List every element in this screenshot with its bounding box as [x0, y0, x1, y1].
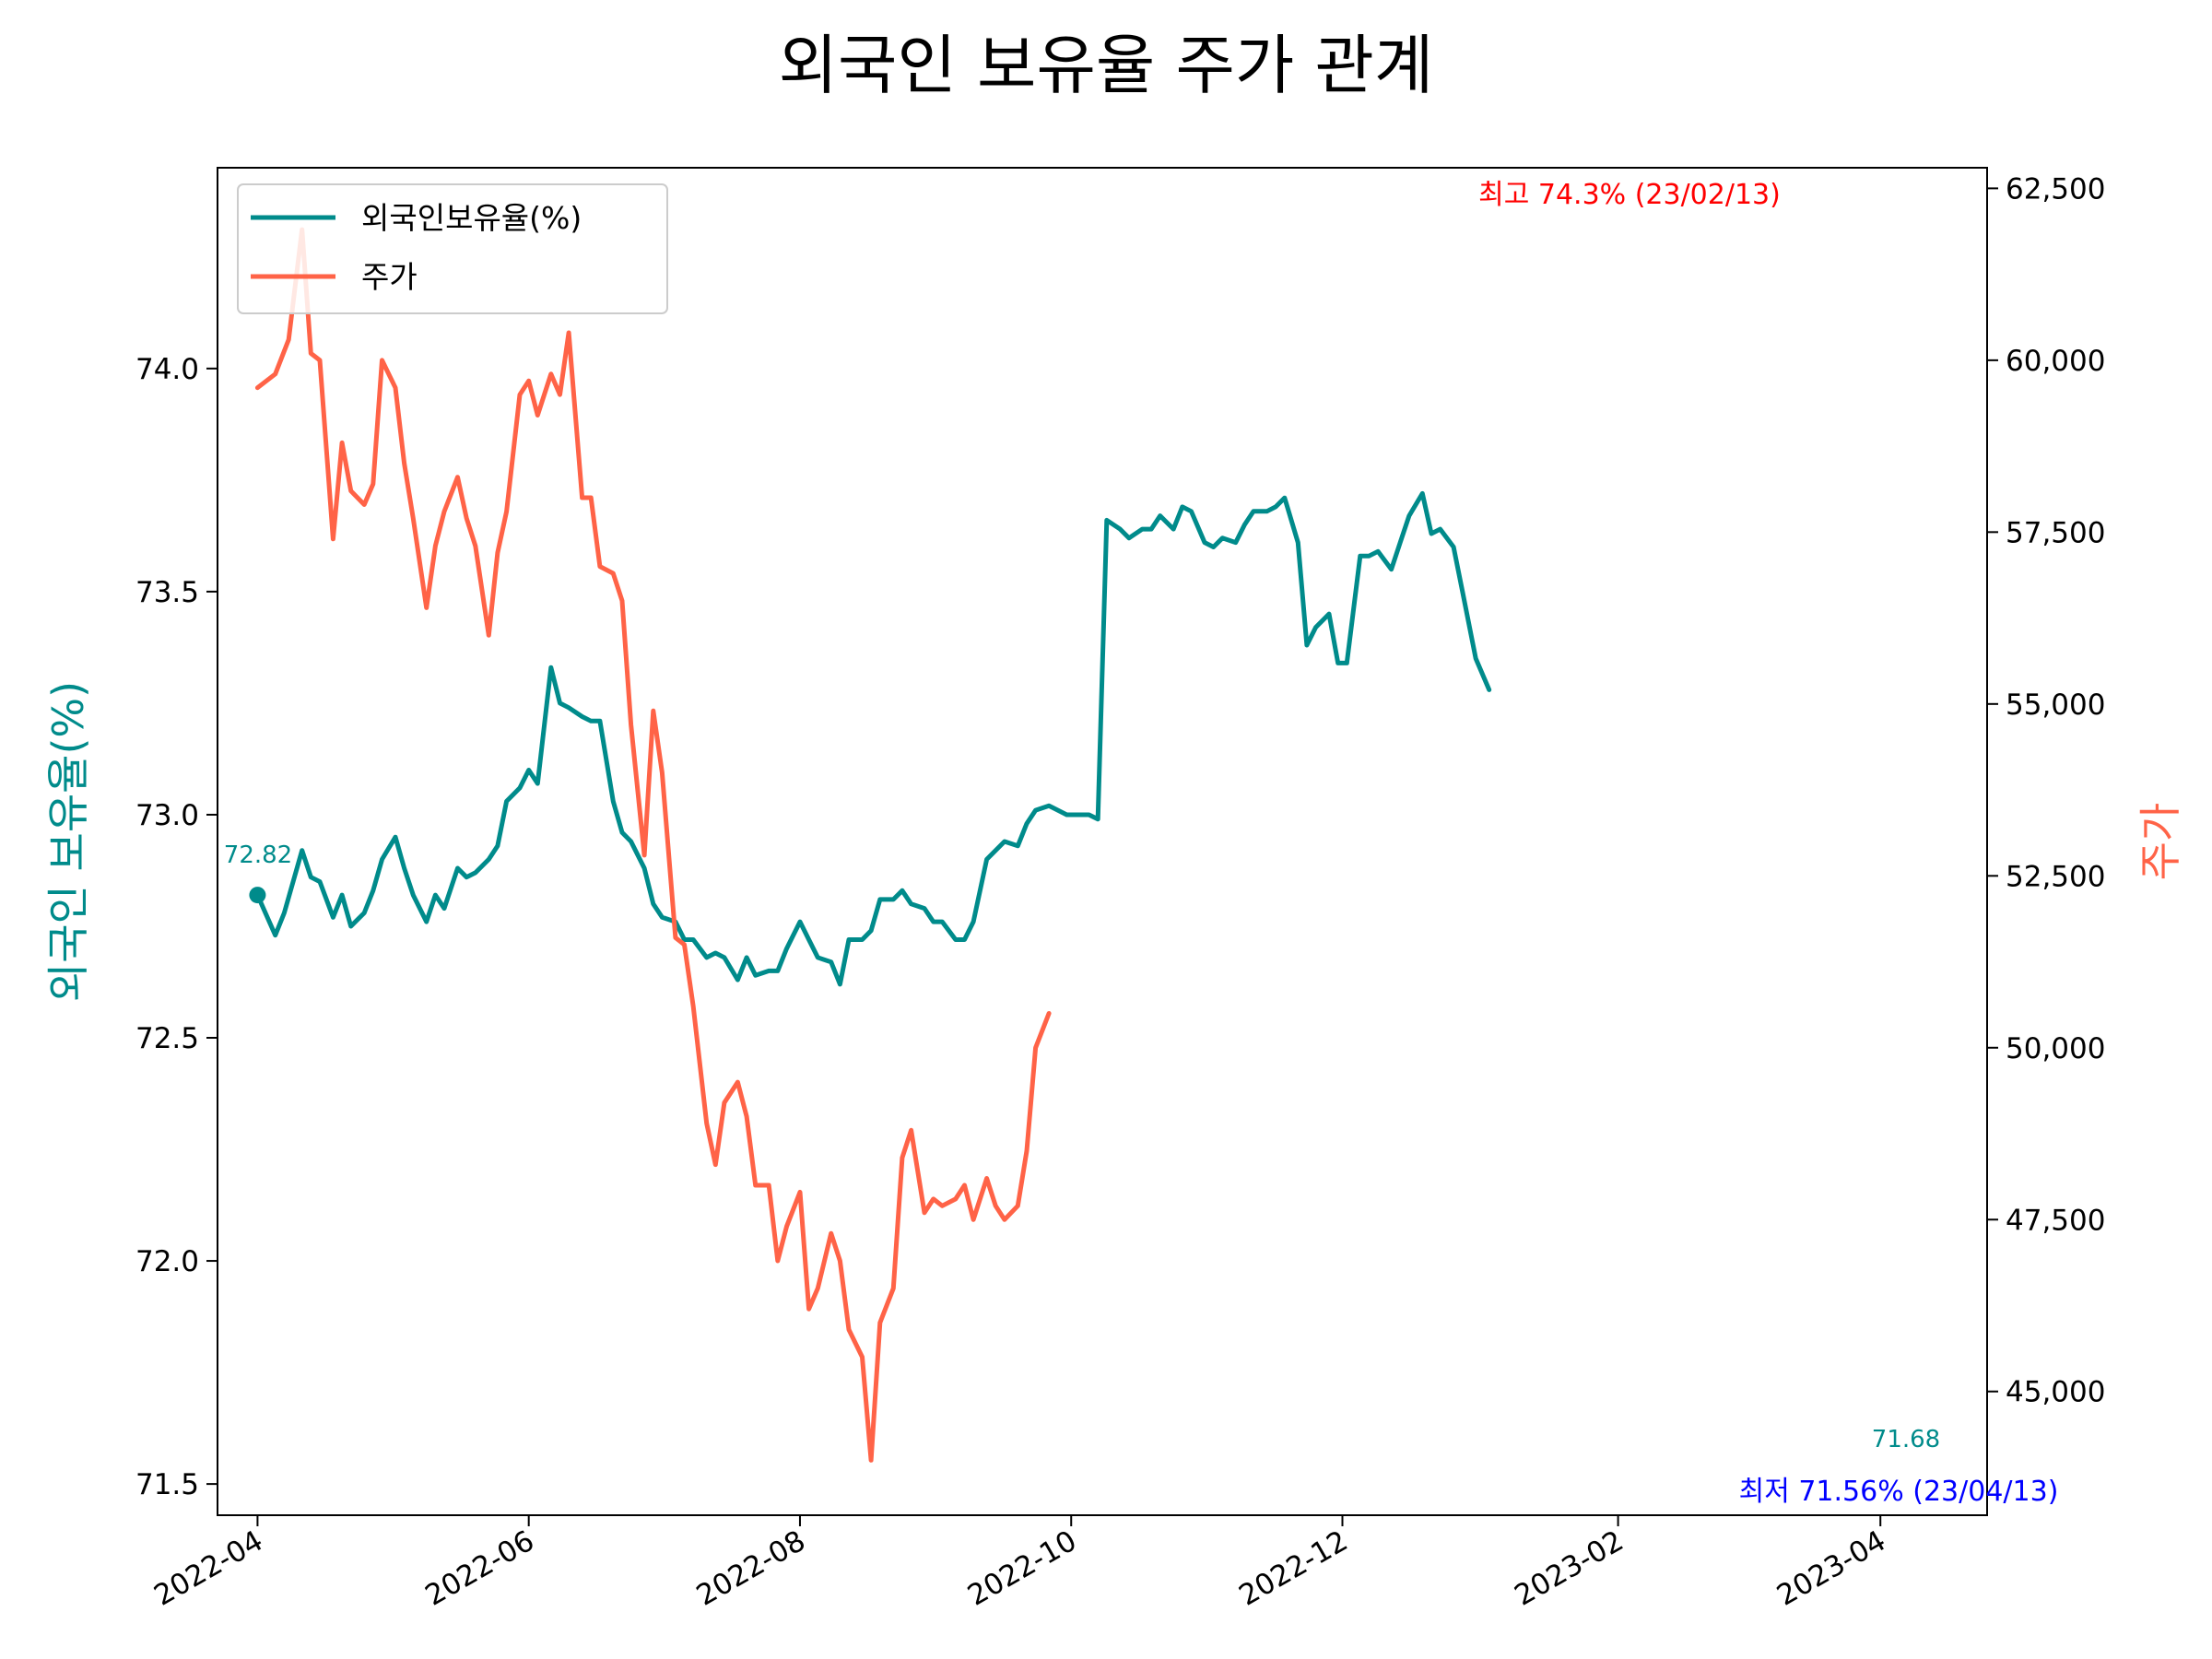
x-tick-label: 2022-12	[1233, 1524, 1353, 1613]
left-tick-label: 71.5	[135, 1468, 199, 1501]
left-tick-label: 73.0	[135, 799, 199, 832]
x-axis: 2022-04 2022-06 2022-08 2022-10 2022-12 2023-…	[148, 1515, 1891, 1613]
annotation-min: 최저 71.56% (23/04/13)	[1739, 1476, 2059, 1508]
left-axis: 71.5 72.0 72.5 73.0 73.5 74.0	[135, 353, 218, 1501]
plot-area	[249, 227, 1492, 1463]
left-tick-label: 72.5	[135, 1022, 199, 1055]
chart-title: 외국인 보유율 주가 관계	[779, 28, 1434, 103]
annotation-start-value: 72.82	[224, 841, 292, 869]
annotation-max: 최고 74.3% (23/02/13)	[1478, 179, 1781, 211]
right-axis: 45,000 47,500 50,000 52,500 55,000 57,500 60,0…	[1987, 172, 2105, 1409]
x-tick-label: 2023-02	[1509, 1524, 1629, 1613]
legend: 외국인보유율(%) 주가	[237, 183, 668, 314]
right-tick-label: 62,500	[2006, 172, 2105, 206]
x-tick-label: 2022-06	[420, 1524, 540, 1613]
series-line-ownership	[254, 490, 1492, 987]
right-tick-label: 57,500	[2006, 516, 2105, 549]
x-tick-label: 2022-10	[962, 1524, 1082, 1613]
axes-frame	[217, 167, 1988, 1516]
series-line-price	[254, 227, 1052, 1463]
left-axis-label: 외국인 보유율(%)	[43, 681, 93, 1002]
x-tick-label: 2022-08	[691, 1524, 811, 1613]
legend-box	[237, 183, 668, 314]
right-tick-label: 52,500	[2006, 860, 2105, 893]
right-tick-label: 60,000	[2006, 345, 2105, 378]
marker-start	[249, 887, 266, 904]
left-tick-label: 74.0	[135, 353, 199, 386]
right-tick-label: 55,000	[2006, 688, 2105, 722]
x-tick-label: 2022-04	[148, 1524, 268, 1613]
right-axis-label: 주가	[2136, 803, 2185, 881]
left-tick-label: 73.5	[135, 576, 199, 609]
right-tick-label: 47,500	[2006, 1204, 2105, 1237]
annotation-end-value: 71.68	[1872, 1426, 1940, 1453]
legend-label-price: 주가	[361, 259, 418, 295]
left-tick-label: 72.0	[135, 1245, 199, 1278]
legend-label-ownership: 외국인보유율(%)	[361, 200, 582, 236]
x-tick-label: 2023-04	[1771, 1524, 1891, 1613]
right-tick-label: 45,000	[2006, 1376, 2105, 1409]
right-tick-label: 50,000	[2006, 1032, 2105, 1065]
